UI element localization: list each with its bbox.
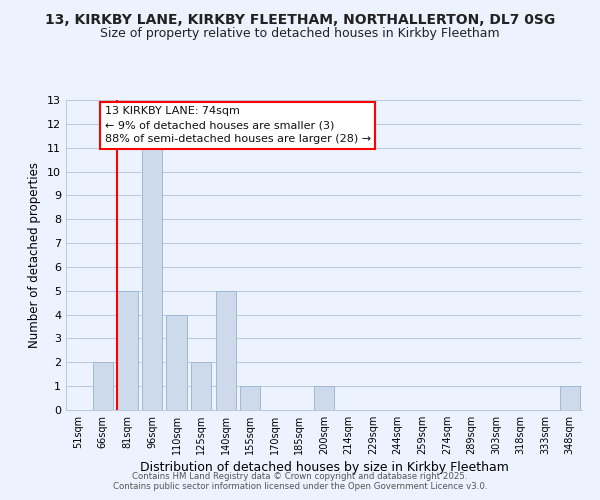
- Bar: [191, 362, 211, 410]
- Y-axis label: Number of detached properties: Number of detached properties: [28, 162, 41, 348]
- X-axis label: Distribution of detached houses by size in Kirkby Fleetham: Distribution of detached houses by size …: [140, 461, 508, 474]
- Text: Contains HM Land Registry data © Crown copyright and database right 2025.: Contains HM Land Registry data © Crown c…: [132, 472, 468, 481]
- Bar: [314, 386, 334, 410]
- Text: 13, KIRKBY LANE, KIRKBY FLEETHAM, NORTHALLERTON, DL7 0SG: 13, KIRKBY LANE, KIRKBY FLEETHAM, NORTHA…: [45, 12, 555, 26]
- Bar: [142, 148, 162, 410]
- Text: Contains public sector information licensed under the Open Government Licence v3: Contains public sector information licen…: [113, 482, 487, 491]
- Bar: [215, 291, 236, 410]
- Bar: [166, 314, 187, 410]
- Bar: [240, 386, 260, 410]
- Text: 13 KIRKBY LANE: 74sqm
← 9% of detached houses are smaller (3)
88% of semi-detach: 13 KIRKBY LANE: 74sqm ← 9% of detached h…: [104, 106, 371, 144]
- Bar: [93, 362, 113, 410]
- Bar: [560, 386, 580, 410]
- Text: Size of property relative to detached houses in Kirkby Fleetham: Size of property relative to detached ho…: [100, 28, 500, 40]
- Bar: [118, 291, 137, 410]
